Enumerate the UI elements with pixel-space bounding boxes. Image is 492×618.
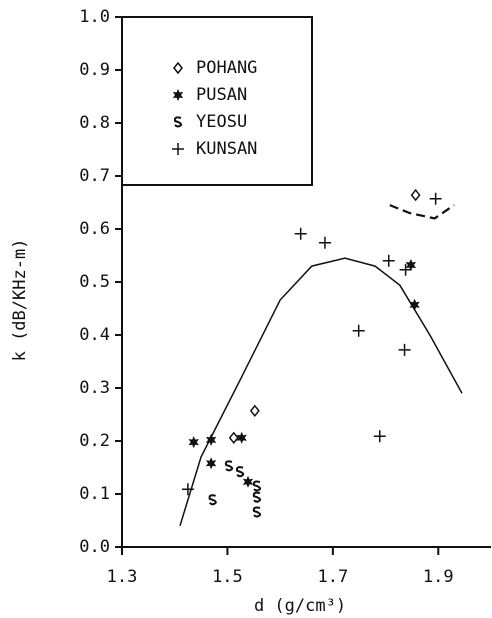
plus-marker <box>352 324 365 337</box>
star-marker <box>409 298 420 311</box>
legend-label: PUSAN <box>196 85 247 105</box>
legend-label: YEOSU <box>196 112 247 132</box>
star-marker <box>242 475 254 488</box>
plus-marker <box>398 343 411 356</box>
y-tick-label: 0.4 <box>79 325 110 345</box>
fit-curve <box>389 204 455 220</box>
x-tick-label: 1.9 <box>423 567 454 587</box>
fit-curve <box>179 257 463 527</box>
plus-marker <box>429 192 442 205</box>
s-marker <box>252 480 262 492</box>
plus-marker <box>294 227 307 240</box>
y-tick-label: 0.6 <box>79 219 110 239</box>
diamond-marker <box>249 404 260 417</box>
y-tick-label: 0.1 <box>79 484 110 504</box>
y-tick-label: 0.9 <box>79 60 110 80</box>
x-tick-label: 1.7 <box>317 567 348 587</box>
s-marker <box>252 506 262 518</box>
diamond-marker <box>173 61 183 75</box>
plus-marker <box>318 236 331 249</box>
legend-label: POHANG <box>196 58 257 78</box>
star-marker <box>172 89 184 101</box>
star-marker <box>188 436 199 449</box>
x-tick-label: 1.5 <box>212 567 243 587</box>
s-marker <box>224 460 234 472</box>
star-marker <box>236 431 247 444</box>
plus-marker <box>373 430 386 443</box>
x-axis-label: d (g/cm³) <box>254 596 346 616</box>
y-tick-label: 0.5 <box>79 272 110 292</box>
star-marker <box>205 433 217 446</box>
y-tick-label: 1.0 <box>79 7 110 27</box>
s-marker <box>235 466 245 478</box>
diamond-marker <box>228 431 239 445</box>
legend-label: KUNSAN <box>196 139 257 159</box>
y-axis-label: k (dB/KHz-m) <box>10 239 30 362</box>
y-tick-label: 0.3 <box>79 378 110 398</box>
y-tick-label: 0.8 <box>79 113 110 133</box>
plus-marker <box>382 254 395 267</box>
s-marker <box>208 494 217 506</box>
plus-marker <box>399 263 412 276</box>
legend-box <box>121 16 313 186</box>
plus-marker <box>172 143 184 155</box>
s-marker <box>252 491 262 503</box>
y-tick-label: 0.7 <box>79 166 110 186</box>
s-marker <box>173 116 183 128</box>
star-marker <box>405 259 417 271</box>
diamond-marker <box>410 188 421 202</box>
y-tick-label: 0.0 <box>79 537 110 557</box>
star-marker <box>205 457 217 470</box>
x-tick-label: 1.3 <box>107 567 138 587</box>
y-tick-label: 0.2 <box>79 431 110 451</box>
